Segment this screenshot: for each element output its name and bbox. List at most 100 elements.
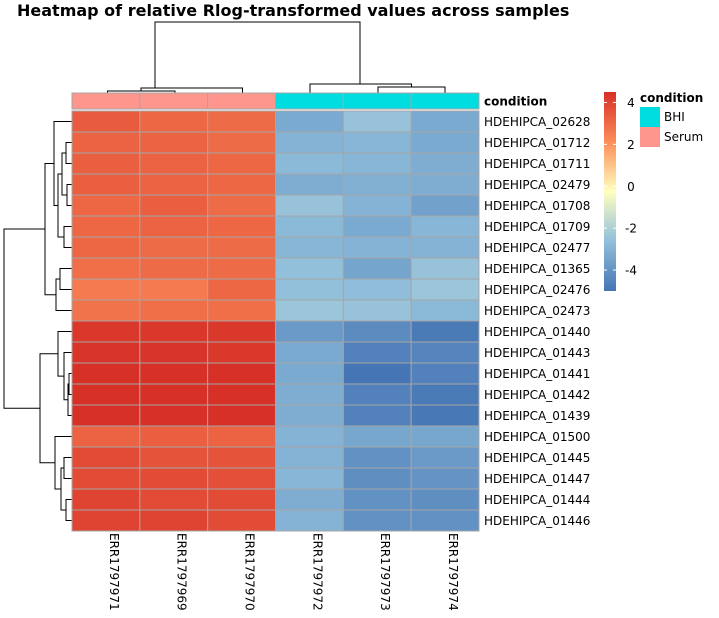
heatmap-cell: [139, 257, 209, 280]
row-dend-link: [65, 142, 72, 164]
heatmap-cell: [342, 299, 412, 322]
heatmap-cell: [410, 509, 480, 532]
row-label: HDEHIPCA_01711: [484, 157, 590, 171]
heatmap-cell: [274, 488, 344, 511]
annotation-label: condition: [484, 95, 547, 109]
heatmap-cell: [410, 425, 480, 448]
heatmap-cell: [71, 194, 141, 217]
heatmap-cells: [71, 110, 480, 532]
col-dend-link: [140, 87, 243, 93]
heatmap-cell: [71, 404, 141, 427]
heatmap-cell: [139, 404, 209, 427]
heatmap-cell: [410, 383, 480, 406]
heatmap-cell: [71, 173, 141, 196]
heatmap-cell: [139, 110, 209, 133]
heatmap-cell: [207, 404, 276, 427]
annotation-cell: [207, 92, 276, 110]
colorbar-tick-label: -4: [625, 264, 637, 278]
col-dend-link: [377, 86, 446, 93]
annotation-cell: [410, 92, 480, 110]
heatmap-cell: [139, 362, 209, 385]
heatmap-cell: [139, 152, 209, 175]
heatmap-cell: [207, 362, 276, 385]
condition-legend-label: Serum: [664, 130, 703, 144]
row-dend-link: [59, 268, 72, 290]
heatmap-cell: [207, 194, 276, 217]
heatmap-cell: [207, 446, 276, 469]
row-label: HDEHIPCA_01447: [484, 472, 590, 486]
column-label: ERR1797969: [175, 533, 189, 611]
column-label: ERR1797970: [243, 533, 257, 611]
heatmap-cell: [71, 257, 141, 280]
heatmap-cell: [274, 194, 344, 217]
heatmap-cell: [274, 362, 344, 385]
annotation-cell: [71, 92, 141, 110]
heatmap-cell: [274, 215, 344, 238]
heatmap-cell: [410, 110, 480, 133]
heatmap-cell: [410, 488, 480, 511]
row-label: HDEHIPCA_01500: [484, 430, 590, 444]
row-dend-link: [57, 173, 64, 238]
condition-legend-label: BHI: [664, 110, 685, 124]
heatmap-cell: [274, 320, 344, 343]
col-dend-link: [154, 21, 361, 88]
heatmap-cell: [139, 341, 209, 364]
heatmap-cell: [274, 236, 344, 259]
heatmap-cell: [207, 110, 276, 133]
heatmap-cell: [410, 320, 480, 343]
heatmap-cell: [342, 131, 412, 154]
heatmap-cell: [71, 488, 141, 511]
heatmap-cell: [410, 215, 480, 238]
heatmap-cell: [207, 152, 276, 175]
heatmap-cell: [410, 236, 480, 259]
column-label: ERR1797971: [107, 533, 121, 611]
heatmap-cell: [207, 488, 276, 511]
heatmap-cell: [139, 467, 209, 490]
heatmap-cell: [207, 131, 276, 154]
heatmap-cell: [274, 446, 344, 469]
heatmap-cell: [410, 173, 480, 196]
heatmap-cell: [342, 488, 412, 511]
row-dend-link: [57, 331, 72, 377]
heatmap-cell: [71, 299, 141, 322]
row-label: HDEHIPCA_01443: [484, 346, 590, 360]
heatmap-cell: [139, 194, 209, 217]
heatmap-cell: [207, 257, 276, 280]
condition-annotation-bar: [71, 92, 480, 110]
heatmap-cell: [342, 215, 412, 238]
heatmap-cell: [342, 152, 412, 175]
heatmap-cell: [139, 320, 209, 343]
row-label: HDEHIPCA_01708: [484, 199, 590, 213]
row-dend-link: [55, 278, 72, 311]
heatmap-cell: [71, 152, 141, 175]
heatmap-cell: [274, 152, 344, 175]
heatmap-cell: [207, 467, 276, 490]
heatmap-cell: [342, 467, 412, 490]
heatmap-cell: [342, 446, 412, 469]
heatmap-cell: [139, 488, 209, 511]
heatmap-cell: [139, 215, 209, 238]
col-dend-link: [309, 83, 412, 93]
column-label: ERR1797973: [378, 533, 392, 611]
row-label: HDEHIPCA_02473: [484, 304, 590, 318]
heatmap-cell: [274, 467, 344, 490]
row-label: HDEHIPCA_01446: [484, 514, 590, 528]
heatmap-cell: [274, 110, 344, 133]
column-labels: ERR1797971 ERR1797969 ERR1797970 ERR1797972…: [107, 533, 460, 611]
heatmap-cell: [274, 257, 344, 280]
heatmap-cell: [342, 362, 412, 385]
heatmap-cell: [71, 362, 141, 385]
heatmap-cell: [342, 236, 412, 259]
row-label: HDEHIPCA_02477: [484, 241, 590, 255]
heatmap-cell: [71, 110, 141, 133]
row-label: HDEHIPCA_01439: [484, 409, 590, 423]
chart-title: Heatmap of relative Rlog-transformed val…: [17, 1, 569, 20]
row-label: HDEHIPCA_01365: [484, 262, 590, 276]
heatmap-cell: [274, 341, 344, 364]
heatmap-cell: [71, 236, 141, 259]
heatmap-cell: [342, 320, 412, 343]
heatmap-cell: [207, 299, 276, 322]
row-label: HDEHIPCA_02628: [484, 115, 590, 129]
heatmap-cell: [342, 173, 412, 196]
